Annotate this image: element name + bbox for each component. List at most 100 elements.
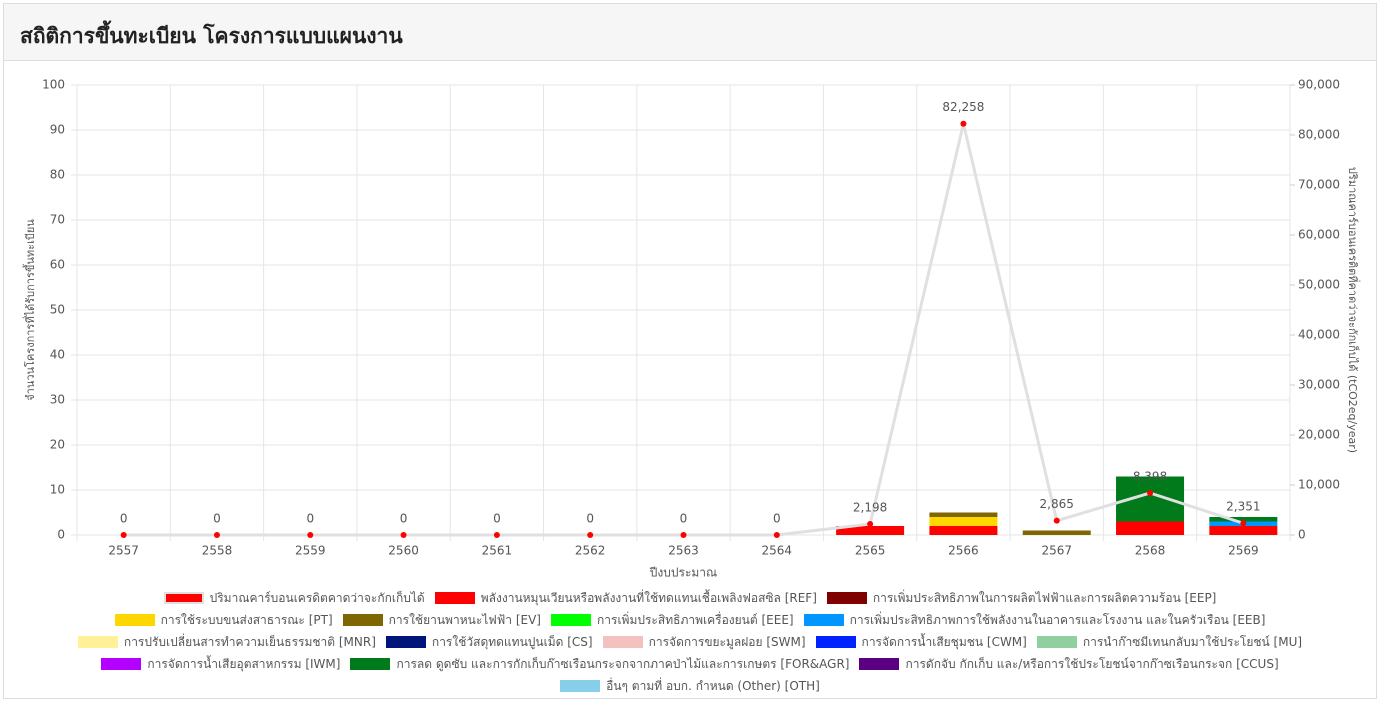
x-tick-label: 2562: [575, 544, 606, 558]
value-label: 0: [120, 512, 128, 526]
legend-item[interactable]: การลด ดูดซับ และการกักเก็บก๊าซเรือนกระจก…: [350, 656, 849, 672]
y2-tick-label: 80,000: [1298, 128, 1340, 142]
bar-segment: [836, 526, 905, 535]
legend-item[interactable]: การเพิ่มประสิทธิภาพเครื่องยนต์ [EEE]: [551, 612, 794, 628]
bar-segment: [1116, 521, 1185, 535]
point: [400, 532, 407, 538]
y-tick-label: 10: [50, 483, 65, 497]
value-label: 0: [680, 512, 688, 526]
y2-tick-label: 60,000: [1298, 228, 1340, 242]
y2-axis-label: ปริมาณคาร์บอนเครดิตที่คาดว่าจะกักเก็บได้…: [1346, 167, 1361, 453]
point: [1053, 517, 1060, 524]
bar-segment: [1022, 530, 1091, 535]
y2-tick-label: 0: [1298, 528, 1306, 542]
legend-label: การปรับเปลี่ยนสารทำความเย็นธรรมชาติ [MNR…: [123, 634, 376, 649]
y2-tick-label: 40,000: [1298, 328, 1340, 342]
legend-label: การนำก๊าซมีเทนกลับมาใช้ประโยชน์ [MU]: [1082, 634, 1303, 649]
legend-label: การเพิ่มประสิทธิภาพเครื่องยนต์ [EEE]: [597, 612, 794, 627]
x-tick-label: 2561: [482, 544, 513, 558]
bar-segment: [929, 517, 998, 526]
point: [680, 532, 687, 538]
y2-tick-label: 70,000: [1298, 178, 1340, 192]
legend-label: อื่นๆ ตามที่ อบก. กำหนด (Other) [OTH]: [606, 678, 820, 693]
value-label: 0: [213, 512, 221, 526]
legend-item[interactable]: ปริมาณคาร์บอนเครดิตคาดว่าจะกักเก็บได้: [163, 590, 425, 606]
card: สถิติการขึ้นทะเบียน โครงการแบบแผนงาน: [3, 3, 1377, 699]
legend-swatch: [114, 614, 155, 626]
y-tick-label: 40: [50, 348, 65, 362]
legend-swatch: [385, 636, 426, 648]
value-label: 0: [400, 512, 408, 526]
legend-label: การลด ดูดซับ และการกักเก็บก๊าซเรือนกระจก…: [396, 656, 850, 671]
legend-swatch: [350, 658, 391, 670]
legend-label: การจัดการน้ำเสียอุตสาหกรรม [IWM]: [147, 656, 341, 671]
x-tick-label: 2560: [388, 544, 419, 558]
legend-item[interactable]: การนำก๊าซมีเทนกลับมาใช้ประโยชน์ [MU]: [1036, 634, 1303, 650]
legend-swatch: [434, 592, 475, 604]
legend-label: การเพิ่มประสิทธิภาพการใช้พลังงานในอาคารแ…: [849, 612, 1266, 627]
point: [213, 532, 220, 538]
y-axis-label: จำนวนโครงการที่ได้รับการขึ้นทะเบียน: [22, 219, 37, 401]
x-tick-label: 2565: [855, 544, 886, 558]
value-label: 2,351: [1226, 500, 1260, 514]
legend-item[interactable]: การใช้ยานพาหนะไฟฟ้า [EV]: [342, 612, 541, 628]
value-label: 0: [493, 512, 501, 526]
legend-swatch: [560, 680, 601, 692]
legend-item[interactable]: การจัดการน้ำเสียชุมชน [CWM]: [815, 634, 1027, 650]
y-tick-label: 0: [57, 528, 65, 542]
legend-swatch: [602, 636, 643, 648]
legend-label: พลังงานหมุนเวียนหรือพลังงานที่ใช้ทดแทนเช…: [480, 590, 817, 605]
y-tick-label: 60: [50, 258, 65, 272]
legend-label: การใช้ยานพาหนะไฟฟ้า [EV]: [388, 612, 541, 627]
legend-label: ปริมาณคาร์บอนเครดิตคาดว่าจะกักเก็บได้: [209, 590, 425, 605]
value-label: 0: [306, 512, 314, 526]
x-axis-label: ปีงบประมาณ: [649, 566, 717, 580]
value-label: 0: [773, 512, 781, 526]
legend-swatch: [1036, 636, 1077, 648]
legend-label: การจัดการน้ำเสียชุมชน [CWM]: [861, 634, 1027, 649]
point: [493, 532, 500, 538]
legend-label: การเพิ่มประสิทธิภาพในการผลิตไฟฟ้าและการผ…: [872, 590, 1217, 605]
legend-item[interactable]: การจัดการขยะมูลฝอย [SWM]: [602, 634, 806, 650]
x-tick-label: 2566: [948, 544, 979, 558]
y-tick-label: 90: [50, 123, 65, 137]
legend-item[interactable]: การเพิ่มประสิทธิภาพการใช้พลังงานในอาคารแ…: [803, 612, 1266, 628]
legend-swatch: [815, 636, 856, 648]
legend-item[interactable]: การใช้วัสดุทดแทนปูนเม็ด [CS]: [385, 634, 593, 650]
y-tick-label: 100: [42, 78, 65, 92]
legend-item[interactable]: การดักจับ กักเก็บ และ/หรือการใช้ประโยชน์…: [859, 656, 1279, 672]
legend-swatch: [342, 614, 383, 626]
bar-segment: [1209, 517, 1278, 522]
value-label: 2,865: [1040, 497, 1074, 511]
legend-label: การใช้ระบบขนส่งสาธารณะ [PT]: [160, 612, 333, 627]
legend-item[interactable]: พลังงานหมุนเวียนหรือพลังงานที่ใช้ทดแทนเช…: [434, 590, 817, 606]
value-label: 0: [586, 512, 594, 526]
legend-swatch: [803, 614, 844, 626]
legend-item[interactable]: อื่นๆ ตามที่ อบก. กำหนด (Other) [OTH]: [560, 678, 820, 694]
y2-tick-label: 10,000: [1298, 478, 1340, 492]
legend-item[interactable]: การใช้ระบบขนส่งสาธารณะ [PT]: [114, 612, 333, 628]
x-tick-label: 2559: [295, 544, 326, 558]
value-label: 2,198: [853, 501, 887, 515]
legend-item[interactable]: การปรับเปลี่ยนสารทำความเย็นธรรมชาติ [MNR…: [77, 634, 376, 650]
card-header: สถิติการขึ้นทะเบียน โครงการแบบแผนงาน: [4, 4, 1376, 61]
y2-tick-label: 90,000: [1298, 78, 1340, 92]
legend: ปริมาณคาร์บอนเครดิตคาดว่าจะกักเก็บได้ พลั…: [70, 590, 1310, 694]
y-tick-label: 30: [50, 393, 65, 407]
x-tick-label: 2557: [108, 544, 139, 558]
point: [960, 120, 967, 127]
point: [773, 532, 780, 538]
legend-swatch: [163, 592, 204, 604]
legend-item[interactable]: การเพิ่มประสิทธิภาพในการผลิตไฟฟ้าและการผ…: [826, 590, 1217, 606]
point: [1147, 490, 1154, 497]
point: [867, 521, 874, 528]
y-tick-label: 80: [50, 168, 65, 182]
line: [123, 123, 1244, 537]
y-tick-label: 50: [50, 303, 65, 317]
legend-item[interactable]: การจัดการน้ำเสียอุตสาหกรรม [IWM]: [101, 656, 340, 672]
legend-swatch: [551, 614, 591, 626]
x-tick-label: 2564: [762, 544, 793, 558]
x-tick-label: 2563: [668, 544, 699, 558]
